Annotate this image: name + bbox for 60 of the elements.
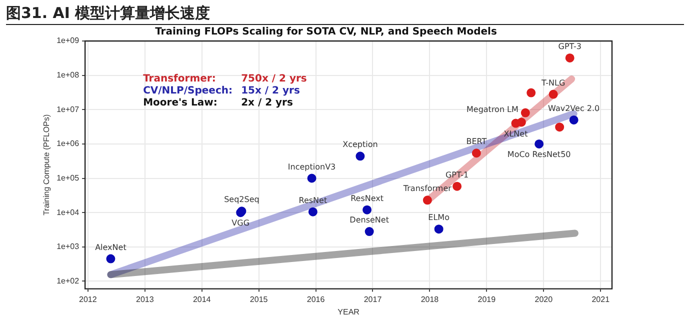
point	[308, 207, 318, 216]
annotation: DenseNet	[350, 216, 389, 225]
point	[307, 174, 316, 183]
point	[434, 224, 444, 234]
point	[362, 205, 372, 214]
x-tick-label: 2017	[364, 294, 382, 304]
point	[548, 90, 558, 99]
text: Transformer: 750x / 2 yrs	[143, 74, 307, 85]
x-tick-label: 2020	[534, 294, 554, 304]
point	[106, 254, 116, 264]
y-tick-label: 1e+05	[56, 173, 80, 182]
annotation: XLNet	[504, 129, 528, 138]
annotation: T-NLG	[540, 78, 566, 88]
annotation: Xception	[342, 140, 378, 150]
x-tick-label: 2015	[250, 294, 268, 304]
x-tick-label: 2021	[592, 294, 610, 304]
annotation: VGG	[232, 218, 250, 228]
point	[555, 122, 564, 132]
y-tick-label: 1e+04	[56, 208, 80, 217]
annotation: InceptionV3	[288, 162, 336, 172]
x-tick-label: 2014	[192, 294, 212, 304]
y-axis-title: Training Compute (PFLOPs)	[42, 114, 52, 216]
point	[422, 196, 432, 205]
x-tick-label: 2018	[420, 294, 440, 304]
y-tick-label: 1e+09	[56, 36, 80, 46]
x-tick-label: 2019	[478, 294, 496, 304]
y-tick-label: 1e+03	[56, 242, 80, 252]
annotation: Transformer	[402, 184, 452, 194]
annotation: ResNext	[350, 194, 384, 203]
y-tick-label: 1e+02	[56, 276, 80, 286]
y-tick-label: 1e+06	[56, 139, 80, 148]
annotation: ResNet	[298, 196, 328, 205]
chart-title: 图31. AI 模型计算量增长速度	[6, 3, 684, 25]
text: CV/NLP/Speech: 15x / 2 yrs	[143, 86, 300, 97]
x-tick-label: 2012	[79, 294, 98, 304]
point	[452, 182, 462, 191]
annotation: Seq2Seq	[224, 195, 260, 204]
annotation: BERT	[466, 137, 487, 146]
x-tick-label: 2013	[136, 294, 154, 304]
x-tick-label: 2016	[306, 294, 326, 304]
annotation: MoCo ResNet50	[507, 150, 571, 160]
point	[520, 108, 530, 118]
y-tick-label: 1e+08	[56, 70, 80, 80]
point	[364, 227, 374, 236]
chart-subtitle: Training FLOPs Scaling for SOTA CV, NLP, and Speech Models	[155, 26, 497, 38]
point	[472, 148, 481, 158]
annotation: Wav2Vec 2.0	[548, 104, 600, 114]
annotation: ELMo	[428, 213, 450, 222]
annotation: GPT-1	[445, 170, 469, 180]
y-tick-label: 1e+07	[56, 104, 80, 114]
annotation: Megatron LM	[466, 104, 519, 114]
point	[526, 88, 536, 98]
point	[356, 152, 365, 161]
x-axis-title: YEAR	[338, 307, 360, 316]
point	[534, 139, 544, 148]
point	[565, 53, 574, 62]
annotation: GPT-3	[558, 42, 582, 52]
text: Moore's Law: 2x / 2 yrs	[143, 98, 293, 109]
point	[569, 115, 578, 124]
annotation: AlexNet	[95, 242, 126, 252]
